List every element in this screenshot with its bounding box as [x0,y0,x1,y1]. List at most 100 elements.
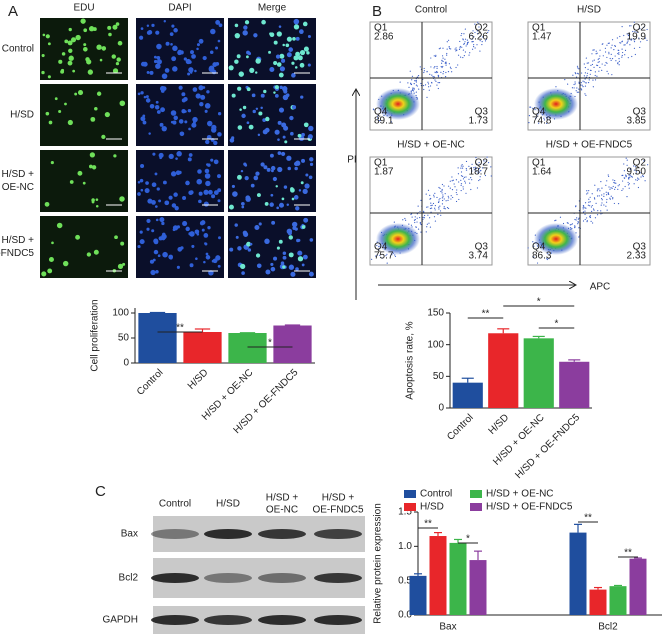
cell [179,131,185,137]
event [422,216,424,218]
cell [210,28,216,35]
event [481,41,483,43]
cell [154,205,158,208]
cell [301,158,306,163]
quadrant-value: 3.85 [627,116,647,127]
cell [155,100,159,104]
event [638,37,640,39]
y-tick-label: 100 [427,339,444,350]
event [528,122,530,124]
cell [279,85,283,89]
cell [70,37,77,43]
cell [288,235,293,240]
event [405,219,407,221]
cell [265,116,270,122]
event [473,169,475,171]
event [437,76,440,78]
event [452,179,454,181]
event [621,48,623,50]
cell [302,21,308,27]
event [438,208,440,210]
cell [188,67,194,73]
event [584,218,586,221]
event [474,166,476,168]
quadrant-name: Q2 [475,158,489,169]
event [474,23,476,25]
event [575,73,577,75]
event [637,186,640,189]
cell [255,58,261,64]
quadrant-value: 3.74 [469,251,489,262]
cell [183,57,187,61]
event [444,76,447,78]
bar [183,332,222,363]
x-tick-label: Bcl2 [598,622,618,633]
event [586,75,588,77]
cell [94,107,98,111]
event [482,36,484,38]
cell [213,159,219,165]
event [574,72,576,74]
event [592,60,594,62]
event [440,66,442,68]
event [597,58,599,60]
cell [217,39,221,43]
cell [142,120,147,125]
event [441,183,444,186]
event [372,108,375,110]
cell [299,29,304,35]
column-header: Merge [258,3,287,14]
event [455,50,457,52]
event [415,81,417,83]
event [582,208,584,210]
event [646,28,648,31]
event [628,178,630,180]
cell [256,193,261,198]
event [587,204,589,206]
band [151,573,199,583]
event [588,190,590,192]
event [478,161,480,164]
event [628,174,630,176]
cell [307,134,313,140]
event [468,165,470,167]
event [605,201,608,203]
event [543,119,546,121]
cell [157,254,161,258]
event [434,79,436,81]
y-tick-label: 0.5 [398,575,412,586]
cell [283,125,289,131]
quadrant-name: Q4 [374,242,388,253]
event [423,88,425,91]
event [438,81,441,84]
cell [282,251,287,256]
cell [45,111,50,116]
cell [307,63,311,67]
column-header: DAPI [168,3,191,14]
bar [609,586,627,615]
event [586,221,588,223]
cell [274,93,279,98]
cell [251,93,256,98]
significance-label: * [268,338,272,349]
event [577,218,579,220]
lane-label: H/SD + [322,493,355,504]
cell [266,167,271,172]
event [426,71,428,73]
cell [293,18,300,25]
event [438,201,440,203]
cell [298,189,302,192]
band [314,573,362,583]
cell [215,46,219,50]
cell [290,271,296,277]
event [476,30,478,32]
legend-swatch [470,490,482,498]
event [597,188,599,190]
cell [241,201,245,206]
cell [149,70,154,75]
event [587,81,590,84]
cell [234,59,239,64]
cell [75,34,81,41]
event [439,205,441,207]
event [607,174,609,176]
